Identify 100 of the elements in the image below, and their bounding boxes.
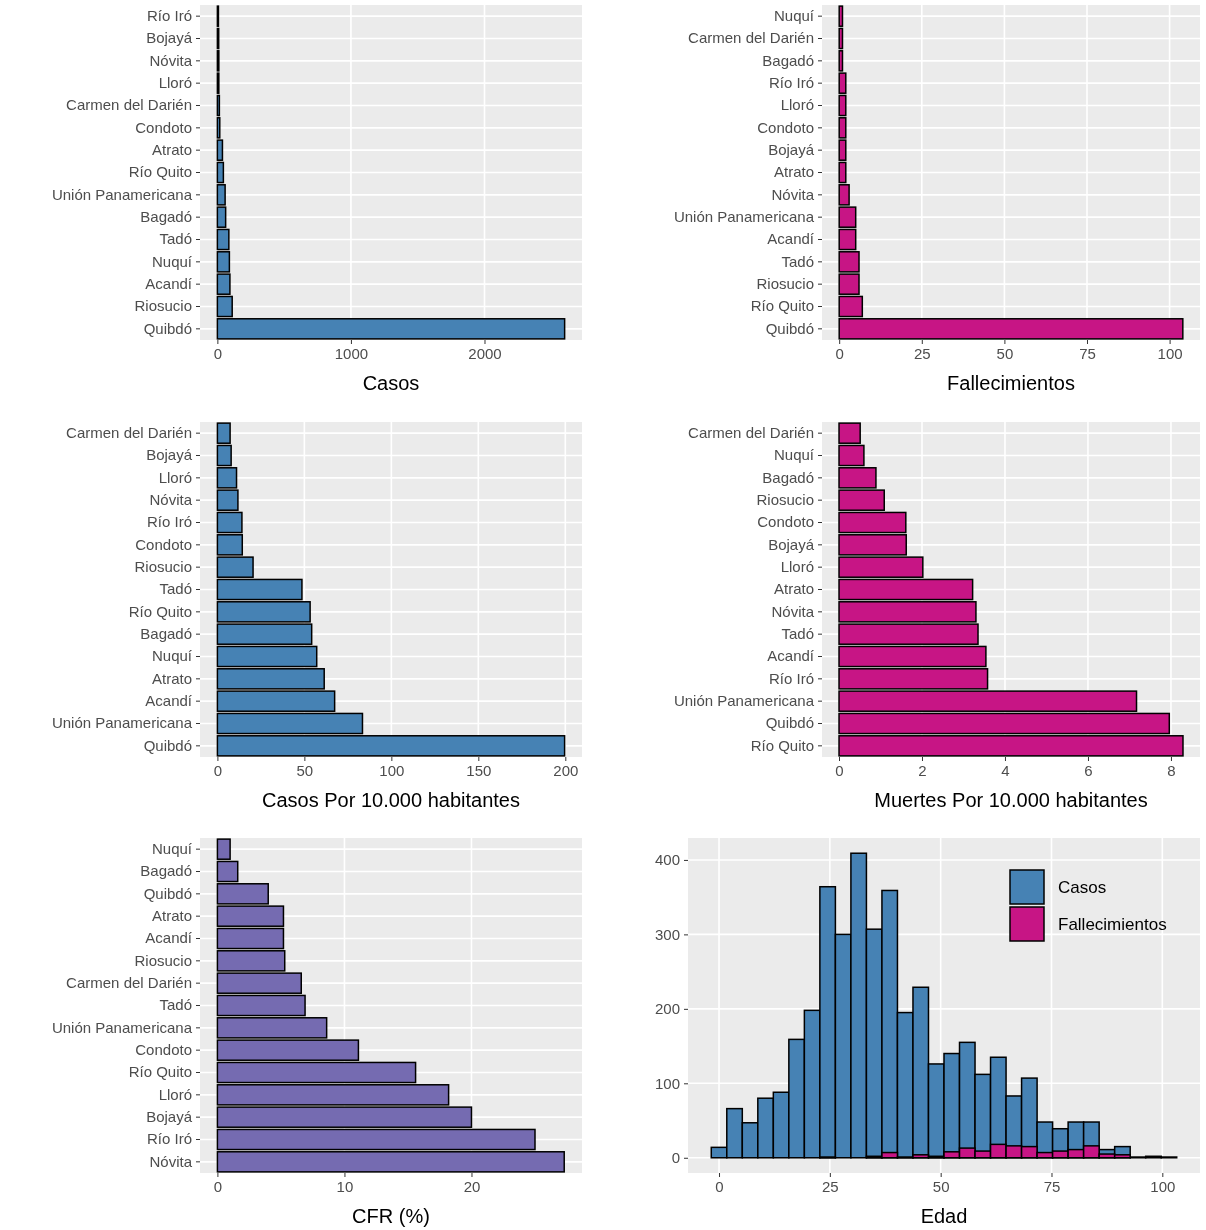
- y-tick-label: Nuquí: [773, 446, 815, 464]
- y-tick-label: Unión Panamericana: [673, 207, 815, 225]
- y-tick-label: Quibdó: [143, 319, 192, 337]
- y-tick-label: Nuquí: [151, 647, 193, 665]
- y-tick-label: Bagadó: [140, 624, 192, 642]
- x-axis-title: Fallecimientos: [947, 372, 1075, 394]
- x-tick-label: 10: [336, 1177, 354, 1195]
- y-tick-label: Atrato: [773, 163, 814, 181]
- x-tick-label: 0: [835, 761, 844, 779]
- x-tick-label: 6: [1084, 761, 1093, 779]
- x-tick-label: 20: [463, 1177, 481, 1195]
- x-tick-label: 0: [213, 1177, 223, 1195]
- y-tick-label: Atrato: [151, 669, 192, 687]
- y-tick-label: Lloró: [780, 96, 814, 114]
- x-tick-label: 50: [996, 344, 1014, 362]
- y-tick-label: Acandí: [145, 691, 193, 709]
- y-tick-label: 200: [654, 1000, 680, 1018]
- y-tick-label: Riosucio: [756, 490, 814, 508]
- x-axis-title: CFR (%): [352, 1205, 430, 1227]
- y-tick-label: Riosucio: [134, 297, 192, 315]
- y-tick-label: Acandí: [145, 929, 193, 947]
- y-tick-label: Río Iró: [768, 669, 814, 687]
- y-tick-label: Condoto: [135, 118, 192, 136]
- x-tick-label: 0: [835, 344, 844, 362]
- y-tick-label: Unión Panamericana: [673, 691, 815, 709]
- y-tick-label: Riosucio: [756, 274, 814, 292]
- y-tick-label: Quibdó: [765, 319, 814, 337]
- x-tick-label: 25: [822, 1177, 839, 1195]
- y-tick-label: Río Quito: [750, 297, 814, 315]
- x-axis-title: Muertes Por 10.000 habitantes: [874, 789, 1148, 811]
- y-tick-label: Condoto: [757, 118, 814, 136]
- y-tick-label: Unión Panamericana: [51, 1018, 193, 1036]
- y-tick-label: Tadó: [159, 580, 192, 598]
- y-tick-label: Acandí: [767, 230, 815, 248]
- y-tick-label: Nóvita: [149, 490, 193, 508]
- x-tick-label: 100: [379, 761, 405, 779]
- x-tick-label: 100: [1157, 344, 1183, 362]
- y-tick-label: Río Quito: [128, 602, 192, 620]
- y-tick-label: Lloró: [158, 1085, 192, 1103]
- y-tick-label: 300: [654, 925, 680, 943]
- y-tick-label: Condoto: [757, 513, 814, 531]
- y-tick-label: Río Iró: [146, 1130, 192, 1148]
- y-tick-label: Nóvita: [771, 185, 815, 203]
- y-tick-label: Lloró: [158, 73, 192, 91]
- x-tick-label: 2000: [468, 344, 502, 362]
- y-tick-label: Tadó: [781, 252, 814, 270]
- x-tick-label: 0: [715, 1177, 724, 1195]
- y-tick-label: 400: [654, 851, 680, 869]
- y-tick-label: Nóvita: [149, 1152, 193, 1170]
- y-tick-label: Río Quito: [128, 1063, 192, 1081]
- y-tick-label: Acandí: [767, 647, 815, 665]
- y-tick-label: Nóvita: [149, 51, 193, 69]
- y-tick-label: 100: [654, 1074, 680, 1092]
- x-tick-label: 2: [918, 761, 927, 779]
- y-tick-label: Tadó: [159, 230, 192, 248]
- y-tick-label: Carmen del Darién: [66, 423, 192, 441]
- y-tick-label: Unión Panamericana: [51, 185, 193, 203]
- x-tick-label: 50: [932, 1177, 950, 1195]
- y-tick-label: Río Quito: [750, 736, 814, 754]
- y-tick-label: Río Quito: [128, 163, 192, 181]
- y-tick-label: Río Iró: [146, 513, 192, 531]
- y-tick-label: Quibdó: [765, 714, 814, 732]
- x-axis-title: Casos: [362, 372, 420, 394]
- legend-label: Fallecimientos: [1058, 915, 1167, 934]
- y-tick-label: Carmen del Darién: [688, 423, 814, 441]
- y-tick-label: Riosucio: [134, 951, 192, 969]
- y-tick-label: Bagadó: [762, 51, 814, 69]
- x-tick-label: 50: [296, 761, 314, 779]
- y-tick-label: Lloró: [158, 468, 192, 486]
- y-tick-label: Condoto: [135, 535, 192, 553]
- y-tick-label: Acandí: [145, 274, 193, 292]
- y-tick-label: Tadó: [159, 996, 192, 1014]
- y-tick-label: Río Iró: [768, 73, 814, 91]
- y-tick-label: Nuquí: [151, 252, 193, 270]
- y-tick-label: Quibdó: [143, 884, 192, 902]
- x-tick-label: 8: [1167, 761, 1176, 779]
- y-tick-label: Unión Panamericana: [51, 714, 193, 732]
- y-tick-label: Nóvita: [771, 602, 815, 620]
- y-tick-label: Bojayá: [146, 29, 193, 47]
- y-tick-label: Bagadó: [140, 862, 192, 880]
- x-tick-label: 25: [913, 344, 931, 362]
- x-axis-title: Casos Por 10.000 habitantes: [262, 789, 520, 811]
- y-tick-label: Bojayá: [768, 140, 815, 158]
- x-tick-label: 4: [1001, 761, 1010, 779]
- x-tick-label: 150: [466, 761, 492, 779]
- y-tick-label: Bojayá: [768, 535, 815, 553]
- y-tick-label: Nuquí: [151, 839, 193, 857]
- y-tick-label: Bagadó: [762, 468, 814, 486]
- y-tick-label: Carmen del Darién: [66, 96, 192, 114]
- y-tick-label: Riosucio: [134, 557, 192, 575]
- y-tick-label: Nuquí: [773, 6, 815, 24]
- y-tick-label: Bojayá: [146, 1107, 193, 1125]
- x-tick-label: 75: [1079, 344, 1096, 362]
- y-tick-label: Carmen del Darién: [688, 29, 814, 47]
- y-tick-label: Tadó: [781, 624, 814, 642]
- y-tick-label: Atrato: [773, 580, 814, 598]
- legend-label: Casos: [1058, 878, 1107, 897]
- x-tick-label: 0: [213, 344, 223, 362]
- y-tick-label: Bojayá: [146, 446, 193, 464]
- y-tick-label: Quibdó: [143, 736, 192, 754]
